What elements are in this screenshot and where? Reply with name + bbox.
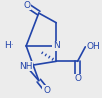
- Text: O: O: [43, 86, 50, 95]
- Text: O: O: [74, 74, 81, 83]
- Text: NH: NH: [19, 62, 33, 71]
- Text: H·: H·: [4, 41, 14, 50]
- Text: O: O: [24, 1, 31, 10]
- Text: OH: OH: [86, 42, 100, 51]
- Text: N: N: [53, 41, 60, 50]
